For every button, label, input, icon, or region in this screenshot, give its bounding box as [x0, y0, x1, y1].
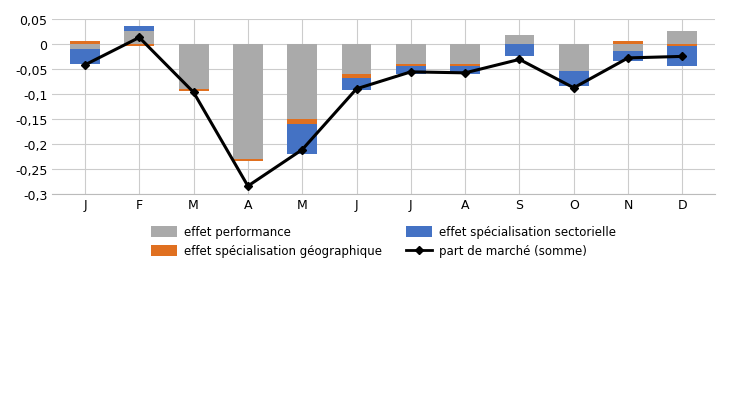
Bar [613, 43, 643, 45]
Bar [396, 65, 426, 67]
Bar [70, 45, 100, 50]
Bar [396, 67, 426, 75]
Bar [124, 32, 154, 45]
Bar [504, 45, 534, 57]
Legend: effet performance, effet spécialisation géographique, effet spécialisation secto: effet performance, effet spécialisation … [147, 222, 620, 261]
Bar [233, 159, 263, 162]
Bar [450, 67, 480, 75]
Bar [124, 45, 154, 47]
Bar [179, 90, 209, 92]
Bar [450, 65, 480, 67]
Bar [667, 47, 697, 67]
Bar [179, 45, 209, 90]
Bar [288, 45, 317, 119]
Bar [450, 45, 480, 65]
Bar [613, 52, 643, 62]
Bar [124, 27, 154, 32]
Bar [288, 119, 317, 124]
Bar [396, 45, 426, 65]
Bar [667, 32, 697, 45]
Bar [70, 50, 100, 65]
Bar [288, 124, 317, 154]
Bar [559, 72, 588, 87]
Bar [504, 36, 534, 45]
Bar [342, 79, 372, 91]
Bar [667, 45, 697, 47]
Bar [342, 75, 372, 79]
Bar [559, 45, 588, 72]
Bar [342, 45, 372, 75]
Bar [233, 45, 263, 159]
Bar [70, 43, 100, 45]
Bar [613, 45, 643, 52]
